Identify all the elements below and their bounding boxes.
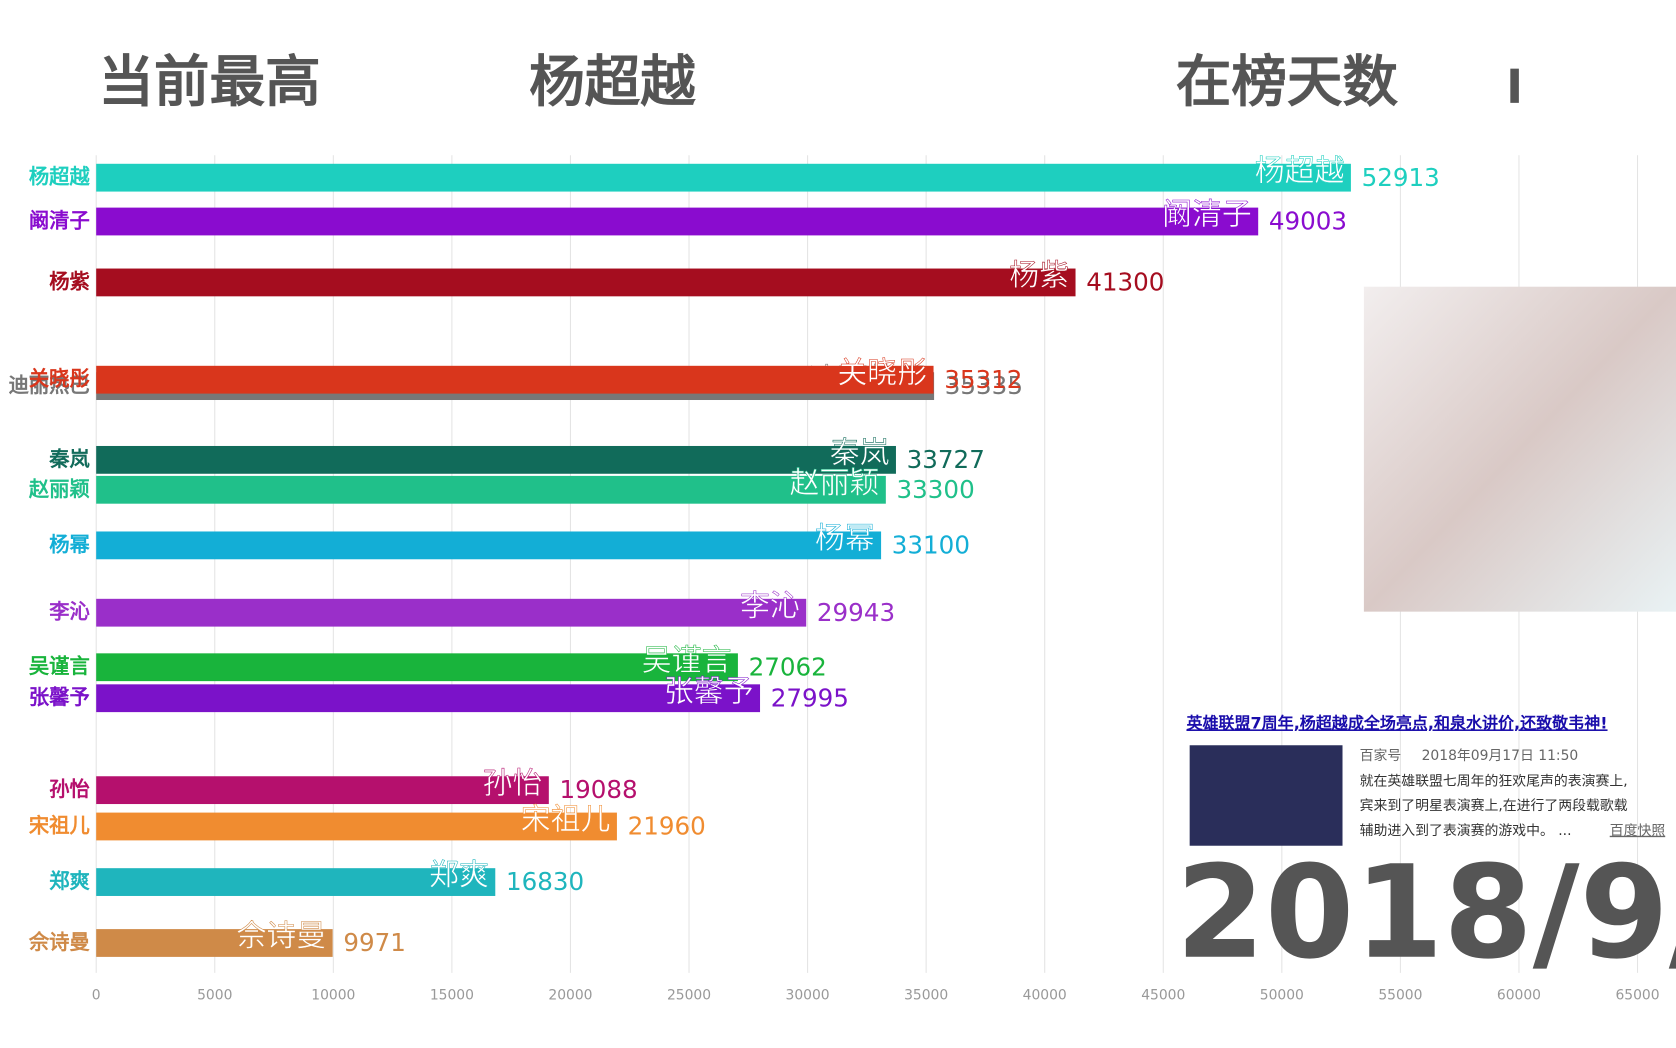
news-line: 宾来到了明星表演赛上,在进行了两段载歌载 <box>1360 798 1628 814</box>
bar <box>96 268 1076 297</box>
bar <box>96 598 807 627</box>
category-label: 宋祖儿 <box>29 813 90 837</box>
bar <box>96 531 882 560</box>
news-time: 2018年09月17日 11:50 <box>1422 748 1579 764</box>
bar <box>96 653 738 682</box>
category-label: 杨幂 <box>49 532 90 556</box>
value-label: 21960 <box>628 812 706 841</box>
bar-name-label: 杨超越 <box>1255 154 1345 189</box>
value-label: 35312 <box>944 365 1022 394</box>
bar-name-label: 秦岚 <box>830 436 890 471</box>
value-label: 33100 <box>892 530 970 559</box>
x-tick-label: 50000 <box>1260 987 1304 1003</box>
date-label: 2018/9/ <box>1176 839 1676 988</box>
category-label: 张馨予 <box>29 685 90 709</box>
x-tick-label: 25000 <box>667 987 711 1003</box>
value-label: 33727 <box>907 445 985 474</box>
bar <box>96 445 896 474</box>
value-label: 33300 <box>897 475 975 504</box>
bar <box>96 776 549 805</box>
news-line: 就在英雄联盟七周年的狂欢尾声的表演赛上, <box>1360 773 1628 790</box>
category-label: 杨超越 <box>29 165 91 189</box>
x-tick-label: 60000 <box>1497 987 1541 1003</box>
bar-name-label: 阚清子 <box>1162 198 1252 233</box>
category-label: 李沁 <box>48 600 90 624</box>
value-label: 52913 <box>1362 163 1440 192</box>
value-label: 27995 <box>771 683 849 712</box>
bar-name-label: 佘诗曼 <box>236 919 326 954</box>
leader-photo <box>1363 286 1676 612</box>
value-label: 27062 <box>749 652 827 681</box>
category-label: 秦岚 <box>48 447 90 471</box>
bar <box>96 365 934 394</box>
bar-name-label: 杨幂 <box>815 522 875 557</box>
news-snapshot[interactable]: 百度快照 <box>1610 823 1666 839</box>
x-tick-label: 55000 <box>1378 987 1422 1003</box>
x-tick-label: 15000 <box>430 987 474 1003</box>
bar <box>96 812 617 841</box>
category-label: 郑爽 <box>49 869 90 893</box>
category-label: 杨紫 <box>49 269 90 293</box>
category-label: 阚清子 <box>29 209 90 233</box>
bar <box>96 207 1259 236</box>
bar-name-label: 张馨予 <box>664 674 754 709</box>
category-label: 迪丽热巴 <box>9 373 90 397</box>
bar-name-label: 孙怡 <box>483 766 543 801</box>
category-label: 吴谨言 <box>29 654 90 678</box>
bar-name-label: 关晓彤 <box>837 356 927 391</box>
leader-name: 杨超越 <box>529 50 696 115</box>
news-source: 百家号 <box>1360 747 1402 764</box>
x-tick-label: 5000 <box>197 987 232 1003</box>
category-label: 关晓彤 <box>29 367 91 391</box>
value-label: 29943 <box>817 598 895 627</box>
bar <box>96 163 1351 192</box>
category-label: 孙怡 <box>49 777 90 801</box>
news-card: 英雄联盟7周年,杨超越成全场亮点,和泉水讲价,还致敬韦神! 百家号 2018年0… <box>1185 713 1666 846</box>
value-label: 49003 <box>1269 207 1347 236</box>
x-tick-label: 0 <box>92 987 101 1003</box>
value-label: 35335 <box>945 371 1023 400</box>
bar <box>96 929 333 957</box>
value-label: 19088 <box>560 775 638 804</box>
x-tick-label: 35000 <box>904 987 948 1003</box>
news-line: 辅助进入到了表演赛的游戏中。 ... <box>1360 823 1572 839</box>
cursor <box>1510 68 1519 103</box>
x-tick-label: 65000 <box>1615 987 1659 1003</box>
bar-name-label: 李沁 <box>740 589 800 624</box>
x-tick-label: 30000 <box>786 987 830 1003</box>
value-label: 9971 <box>343 928 406 957</box>
value-label: 16830 <box>506 867 584 896</box>
bars: 迪丽热巴迪丽热巴35335杨超越杨超越52913阚清子阚清子49003杨紫杨紫4… <box>9 154 1440 957</box>
header-label: 当前最高 <box>98 50 320 115</box>
bar <box>96 868 496 896</box>
news-title: 英雄联盟7周年,杨超越成全场亮点,和泉水讲价,还致敬韦神! <box>1185 713 1607 732</box>
days-label: 在榜天数 <box>1176 50 1399 115</box>
bar-name-label: 赵丽颖 <box>790 466 880 501</box>
bar-name-label: 杨紫 <box>1009 259 1069 294</box>
value-label: 41300 <box>1086 268 1164 297</box>
x-tick-label: 20000 <box>548 987 592 1003</box>
bar-name-label: 宋祖儿 <box>521 803 611 838</box>
bar <box>96 475 886 504</box>
bar <box>96 684 761 713</box>
bar-name-label: 郑爽 <box>429 858 489 893</box>
category-label: 佘诗曼 <box>28 930 91 954</box>
x-tick-label: 10000 <box>311 987 355 1003</box>
news-image <box>1189 745 1343 846</box>
x-tick-label: 45000 <box>1141 987 1185 1003</box>
category-label: 赵丽颖 <box>28 477 90 501</box>
x-tick-label: 40000 <box>1023 987 1067 1003</box>
bar-name-label: 吴谨言 <box>642 643 732 678</box>
